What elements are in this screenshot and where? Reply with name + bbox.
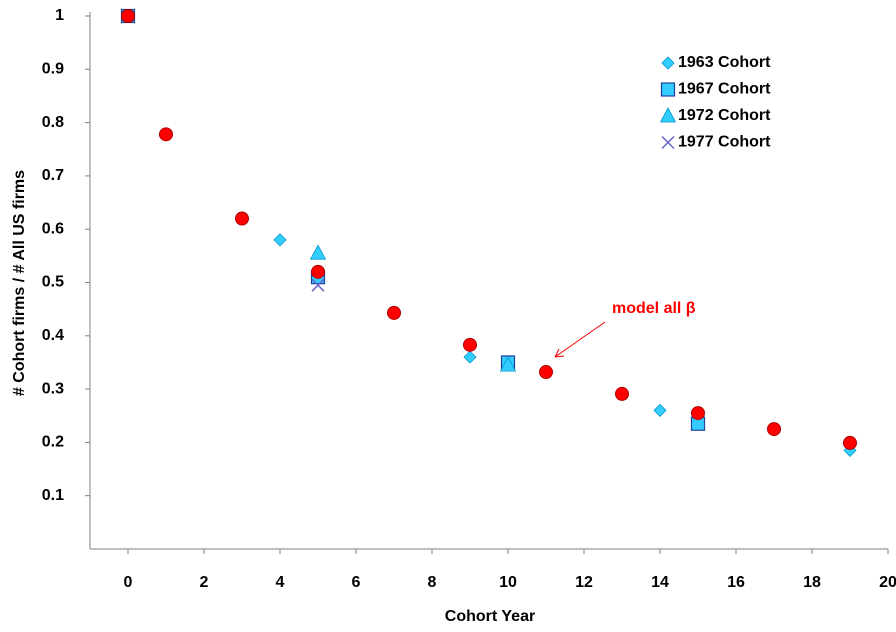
circle-marker <box>235 211 249 226</box>
y-tick-label: 0.7 <box>42 167 64 184</box>
circle-marker <box>387 305 401 320</box>
circle-marker <box>311 264 325 279</box>
x-tick-label: 16 <box>727 574 745 591</box>
legend-label: 1963 Cohort <box>678 54 771 71</box>
x-tick-label: 4 <box>276 574 285 591</box>
circle-marker <box>539 365 553 380</box>
circle-marker <box>615 386 629 401</box>
y-tick-label: 0.1 <box>42 487 64 504</box>
x-tick-label: 10 <box>499 574 517 591</box>
x-tick-label: 18 <box>803 574 821 591</box>
annotation-arrow <box>554 321 606 358</box>
diamond-marker <box>273 233 287 247</box>
circle-marker <box>691 406 705 421</box>
x-marker <box>311 278 325 292</box>
x-tick-label: 6 <box>352 574 361 591</box>
x-axis-title: Cohort Year <box>445 608 535 625</box>
y-tick-label: 0.3 <box>42 380 64 397</box>
diamond-marker <box>463 350 477 364</box>
x-tick-label: 20 <box>879 574 896 591</box>
y-tick-label: 0.4 <box>42 327 64 344</box>
y-tick-label: 1 <box>55 7 64 24</box>
y-axis-title: # Cohort firms / # All US firms <box>11 170 28 396</box>
triangle-marker <box>659 107 677 123</box>
circle-marker <box>463 337 477 352</box>
y-tick-label: 0.2 <box>42 434 64 451</box>
x-tick-label: 8 <box>428 574 437 591</box>
diamond-marker <box>653 403 667 417</box>
y-tick-label: 0.5 <box>42 274 64 291</box>
x-tick-label: 14 <box>651 574 669 591</box>
triangle-marker <box>309 244 327 260</box>
legend-label: 1977 Cohort <box>678 134 771 151</box>
circle-marker <box>767 422 781 437</box>
legend-label: 1967 Cohort <box>678 81 771 98</box>
x-tick-label: 0 <box>124 574 133 591</box>
circle-marker <box>843 435 857 450</box>
triangle-marker <box>499 356 517 372</box>
legend-label: 1972 Cohort <box>678 107 771 124</box>
circle-marker <box>121 9 135 23</box>
y-tick-label: 0.9 <box>42 61 64 78</box>
x-tick-label: 12 <box>575 574 593 591</box>
annotation: model all β <box>612 300 696 317</box>
square-marker <box>660 82 676 97</box>
y-tick-label: 0.8 <box>42 114 64 131</box>
x-tick-label: 2 <box>200 574 209 591</box>
arrow-head <box>554 348 565 358</box>
y-tick-label: 0.6 <box>42 220 64 237</box>
x-marker <box>661 135 675 150</box>
circle-marker <box>159 127 173 142</box>
diamond-marker <box>661 56 675 70</box>
